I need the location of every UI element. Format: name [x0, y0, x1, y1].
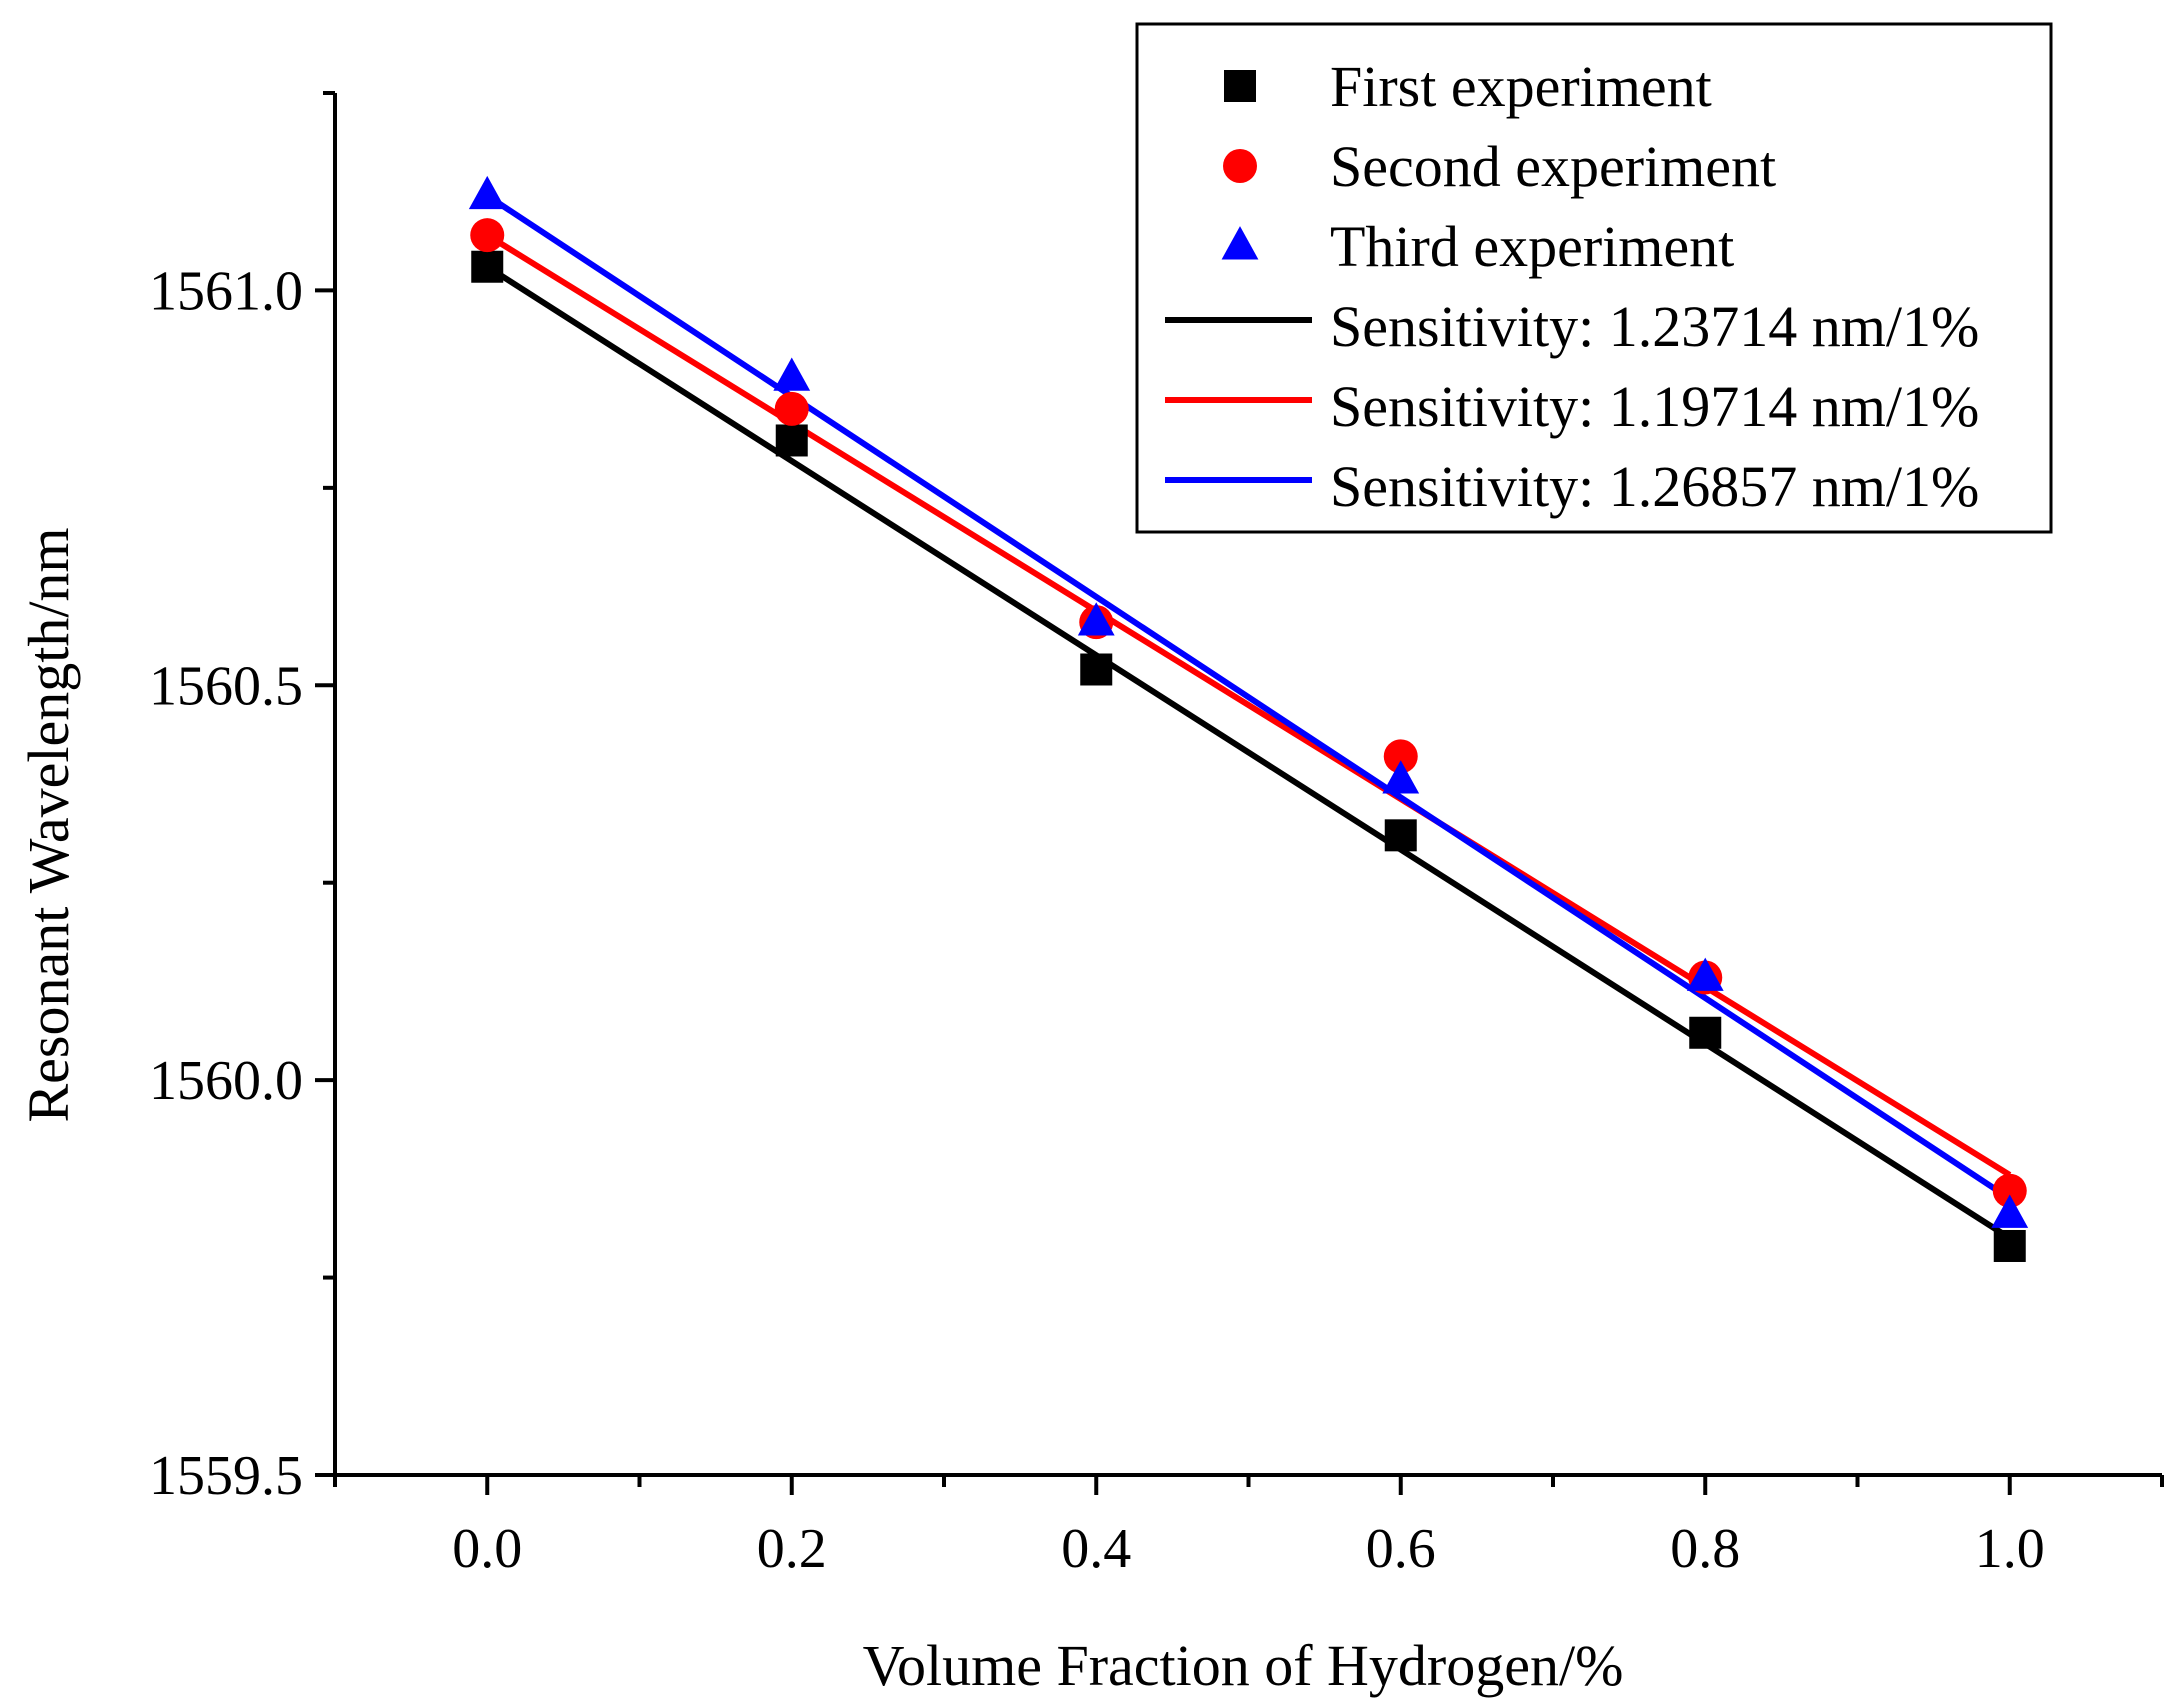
data-point-triangle [1686, 957, 1724, 991]
data-point-circle [1383, 739, 1418, 774]
data-point-triangle [1991, 1194, 2029, 1228]
data-point-square [1689, 1016, 1722, 1049]
data-point-triangle [773, 357, 811, 391]
data-point-triangle [1382, 760, 1420, 794]
x-axis-title: Volume Fraction of Hydrogen/% [863, 1633, 1624, 1698]
x-tick-label: 0.6 [1366, 1518, 1436, 1580]
y-tick-label: 1560.5 [149, 655, 303, 717]
y-axis-title: Resonant Wavelength/nm [16, 527, 81, 1122]
x-tick-label: 1.0 [1975, 1518, 2045, 1580]
legend-symbol-circle [1223, 149, 1257, 183]
x-tick-label: 0.4 [1061, 1518, 1131, 1580]
fit-line [485, 232, 2012, 1178]
x-tick-label: 0.2 [757, 1518, 827, 1580]
y-tick-label: 1559.5 [149, 1445, 303, 1507]
data-point-square [471, 250, 504, 283]
data-point-square [1384, 819, 1417, 852]
y-tick-label: 1560.0 [149, 1050, 303, 1112]
legend-label: Sensitivity: 1.26857 nm/1% [1330, 454, 1979, 519]
legend-symbol-square [1224, 70, 1256, 102]
legend-label: First experiment [1330, 54, 1712, 119]
data-point-circle [1992, 1173, 2027, 1208]
fit-line [485, 193, 2012, 1202]
legend-box [1135, 22, 2053, 534]
ticks: 0.0 0.2 0.4 0.6 0.8 1.0 1559.5 1560.0 1560.5 1561… [149, 91, 2164, 1580]
data-markers [468, 175, 2029, 1262]
data-point-circle [470, 218, 505, 253]
y-tick-label: 1561.0 [149, 260, 303, 322]
data-point-square [1993, 1229, 2026, 1262]
legend-label: Third experiment [1330, 214, 1734, 279]
data-point-square [1080, 653, 1113, 686]
fit-lines [485, 193, 2012, 1241]
legend-symbol-triangle [1221, 226, 1259, 260]
legend-label: Sensitivity: 1.23714 nm/1% [1330, 294, 1979, 359]
data-point-triangle [1077, 602, 1115, 636]
x-tick-label: 0.8 [1670, 1518, 1740, 1580]
x-tick-label: 0.0 [452, 1518, 522, 1580]
data-point-circle [774, 391, 809, 426]
legend: First experiment Second experiment Third e… [1135, 22, 2053, 534]
data-point-square [775, 424, 808, 457]
data-point-triangle [468, 175, 506, 210]
legend-label: Second experiment [1330, 134, 1776, 199]
fit-line [485, 264, 2012, 1241]
legend-label: Sensitivity: 1.19714 nm/1% [1330, 374, 1979, 439]
